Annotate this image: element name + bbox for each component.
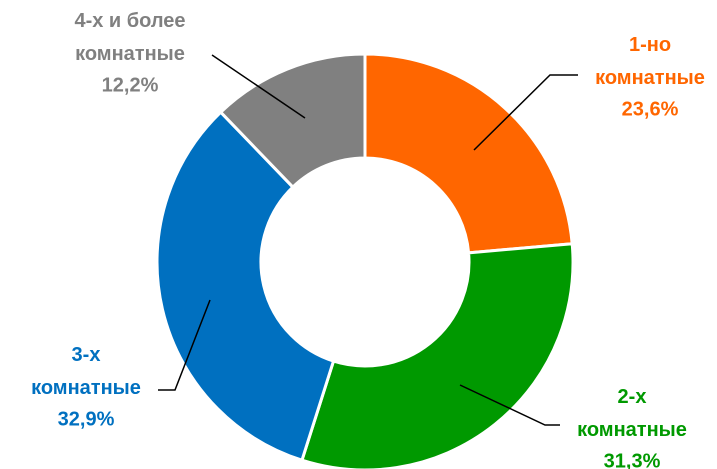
leader-line <box>211 54 306 119</box>
donut-slice <box>363 52 574 255</box>
leader-line <box>459 384 560 426</box>
category-label: 3-х комнатные <box>31 344 141 399</box>
value-label: 23,6% <box>622 98 679 120</box>
value-label: 31,3% <box>604 450 661 469</box>
donut-slice <box>300 242 575 469</box>
category-label: 4-х и более комнатные <box>74 10 185 65</box>
leader-line <box>473 74 578 151</box>
donut-slice <box>155 110 336 463</box>
category-label: 1-но комнатные <box>595 34 705 89</box>
category-label: 2-х комнатные <box>577 386 687 441</box>
leader-line <box>158 299 211 391</box>
value-label: 32,9% <box>58 408 115 430</box>
value-label: 12,2% <box>102 74 159 96</box>
